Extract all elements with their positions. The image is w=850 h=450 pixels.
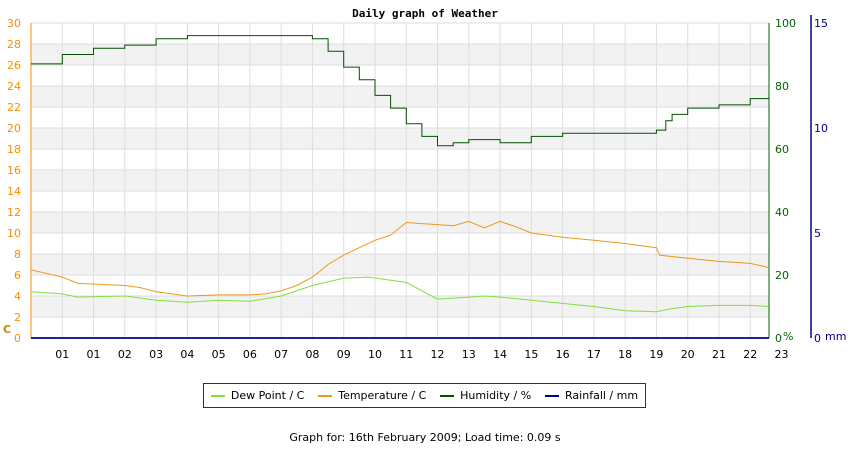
left-axis-tick-label: 12 bbox=[7, 206, 21, 219]
left-axis-tick-label: 4 bbox=[14, 290, 21, 303]
x-axis-tick-label: 18 bbox=[618, 348, 632, 361]
humidity-axis-tick-label: 80 bbox=[775, 80, 789, 93]
x-axis-tick-label: 10 bbox=[368, 348, 382, 361]
chart-series bbox=[30, 35, 770, 339]
chart-background-bands bbox=[31, 44, 769, 317]
series-line-dew bbox=[30, 276, 770, 313]
left-axis-tick-label: 2 bbox=[14, 311, 21, 324]
series-line-temperature bbox=[30, 220, 770, 297]
left-axis-tick-label: 22 bbox=[7, 101, 21, 114]
left-axis-tick-label: 20 bbox=[7, 122, 21, 135]
x-axis-tick-label: 01 bbox=[87, 348, 101, 361]
x-axis-tick-label: 11 bbox=[399, 348, 413, 361]
humidity-axis-tick-label: 20 bbox=[775, 269, 789, 282]
x-axis-tick-label: 23 bbox=[775, 348, 789, 361]
grid-band bbox=[31, 86, 769, 107]
x-axis-tick-label: 17 bbox=[587, 348, 601, 361]
rainfall-axis-unit: mm bbox=[825, 330, 846, 343]
x-axis-tick-label: 07 bbox=[274, 348, 288, 361]
x-axis-tick-label: 22 bbox=[743, 348, 757, 361]
humidity-axis-tick-label: 100 bbox=[775, 17, 796, 30]
legend-item: Humidity / % bbox=[440, 389, 531, 402]
legend-label: Humidity / % bbox=[460, 389, 532, 402]
series-line-humidity bbox=[31, 35, 770, 147]
grid-band bbox=[31, 44, 769, 65]
legend-swatch bbox=[318, 394, 333, 397]
left-axis-tick-label: 26 bbox=[7, 59, 21, 72]
legend-item: Dew Point / C bbox=[210, 389, 305, 402]
x-axis-tick-label: 14 bbox=[493, 348, 507, 361]
humidity-axis-tick-label: 0 bbox=[775, 332, 782, 345]
left-axis-tick-label: 14 bbox=[7, 185, 21, 198]
left-axis-tick-label: 28 bbox=[7, 38, 21, 51]
legend-swatch bbox=[440, 394, 455, 397]
chart-grid bbox=[30, 22, 769, 339]
grid-band bbox=[31, 296, 769, 317]
legend-swatch bbox=[210, 394, 225, 397]
x-axis-tick-label: 06 bbox=[243, 348, 257, 361]
x-axis-tick-label: 21 bbox=[712, 348, 726, 361]
grid-band bbox=[31, 212, 769, 233]
left-axis-tick-label: 6 bbox=[14, 269, 21, 282]
x-axis-tick-label: 15 bbox=[524, 348, 538, 361]
humidity-axis-unit: % bbox=[783, 330, 793, 343]
x-axis-tick-label: 20 bbox=[681, 348, 695, 361]
x-axis-tick-label: 08 bbox=[305, 348, 319, 361]
x-axis-tick-label: 04 bbox=[180, 348, 194, 361]
left-axis-tick-label: 16 bbox=[7, 164, 21, 177]
legend-label: Rainfall / mm bbox=[565, 389, 639, 402]
x-axis-tick-label: 13 bbox=[462, 348, 476, 361]
legend-swatch bbox=[545, 394, 560, 397]
grid-band bbox=[31, 170, 769, 191]
x-axis-tick-label: 16 bbox=[556, 348, 570, 361]
humidity-axis-tick-label: 40 bbox=[775, 206, 789, 219]
left-axis-tick-label: 18 bbox=[7, 143, 21, 156]
x-axis-tick-label: 12 bbox=[431, 348, 445, 361]
rainfall-axis-tick-label: 0 bbox=[814, 332, 821, 345]
x-axis-tick-label: 03 bbox=[149, 348, 163, 361]
left-axis-tick-label: 8 bbox=[14, 248, 21, 261]
legend-item: Temperature / C bbox=[318, 389, 426, 402]
left-axis-tick-label: 30 bbox=[7, 17, 21, 30]
legend-label: Temperature / C bbox=[338, 389, 427, 402]
rainfall-axis-tick-label: 10 bbox=[814, 122, 828, 135]
x-axis-tick-label: 02 bbox=[118, 348, 132, 361]
rainfall-axis-tick-label: 5 bbox=[814, 227, 821, 240]
chart-legend: Dew Point / C Temperature / C Humidity / %… bbox=[203, 383, 646, 408]
left-axis-unit: C bbox=[3, 323, 11, 336]
chart-title: Daily graph of Weather bbox=[352, 7, 498, 20]
x-axis-tick-label: 19 bbox=[649, 348, 663, 361]
footer-status: Graph for: 16th February 2009; Load time… bbox=[289, 431, 561, 444]
grid-band bbox=[31, 254, 769, 275]
rainfall-axis-tick-label: 15 bbox=[814, 17, 828, 30]
left-axis-tick-label: 10 bbox=[7, 227, 21, 240]
chart-tick-labels: 024681012141618202224262830C020406080100… bbox=[3, 17, 846, 361]
left-axis-tick-label: 24 bbox=[7, 80, 21, 93]
humidity-axis-tick-label: 60 bbox=[775, 143, 789, 156]
legend-label: Dew Point / C bbox=[230, 389, 305, 402]
grid-band bbox=[31, 128, 769, 149]
x-axis-tick-label: 01 bbox=[55, 348, 69, 361]
x-axis-tick-label: 09 bbox=[337, 348, 351, 361]
left-axis-tick-label: 0 bbox=[14, 332, 21, 345]
x-axis-tick-label: 05 bbox=[212, 348, 226, 361]
weather-chart: Daily graph of Weather 02468101214161820… bbox=[3, 7, 846, 361]
legend-item: Rainfall / mm bbox=[545, 389, 638, 402]
